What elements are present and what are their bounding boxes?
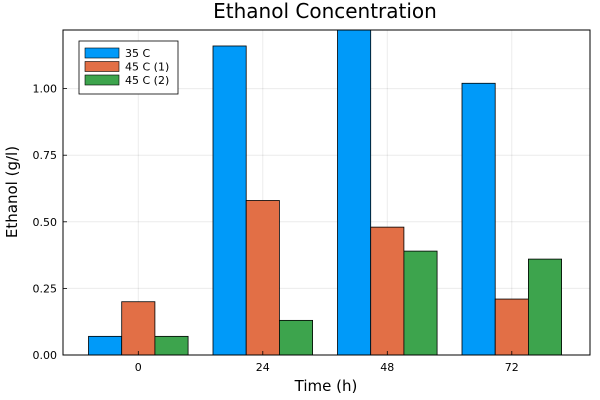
bar-45-c-1-0: [121, 301, 156, 356]
x-tick-label: 48: [380, 361, 394, 374]
legend-swatch: [84, 74, 120, 86]
bar-45-c-2-48: [403, 250, 438, 356]
x-axis-label: Time (h): [294, 377, 358, 395]
x-axis-ticks: 0 24 48 72: [135, 351, 519, 374]
bar-35-c-48: [337, 29, 372, 356]
y-axis-ticks: 0.00 0.25 0.50 0.75 1.00: [33, 83, 67, 362]
x-tick-label: 24: [256, 361, 270, 374]
x-tick-label: 72: [505, 361, 519, 374]
bar-45-c-1-72: [494, 298, 529, 356]
x-tick-label: 0: [135, 361, 142, 374]
bar-35-c-24: [212, 45, 247, 356]
y-tick-label: 0.75: [33, 149, 58, 162]
bar-45-c-2-24: [278, 319, 313, 356]
legend-label: 45 C (2): [125, 74, 169, 87]
bar-45-c-1-24: [245, 200, 280, 356]
y-axis-label: Ethanol (g/l): [3, 146, 21, 238]
legend-label: 45 C (1): [125, 61, 169, 74]
legend-swatch: [84, 61, 120, 72]
chart-title: Ethanol Concentration: [213, 0, 437, 23]
y-tick-label: 1.00: [33, 83, 58, 96]
legend: 35 C45 C (1)45 C (2): [78, 40, 179, 95]
y-tick-label: 0.50: [33, 216, 58, 229]
y-tick-label: 0.25: [33, 282, 58, 295]
bar-35-c-72: [461, 82, 496, 356]
bar-45-c-1-48: [370, 226, 405, 356]
bar-45-c-2-72: [528, 258, 563, 356]
plot-frame: [62, 29, 591, 356]
y-tick-label: 0.00: [33, 349, 58, 362]
bar-45-c-2-0: [154, 335, 189, 356]
legend-swatch: [84, 47, 120, 59]
legend-label: 35 C: [125, 47, 150, 60]
bars: [88, 29, 563, 356]
bar-35-c-0: [88, 335, 123, 356]
